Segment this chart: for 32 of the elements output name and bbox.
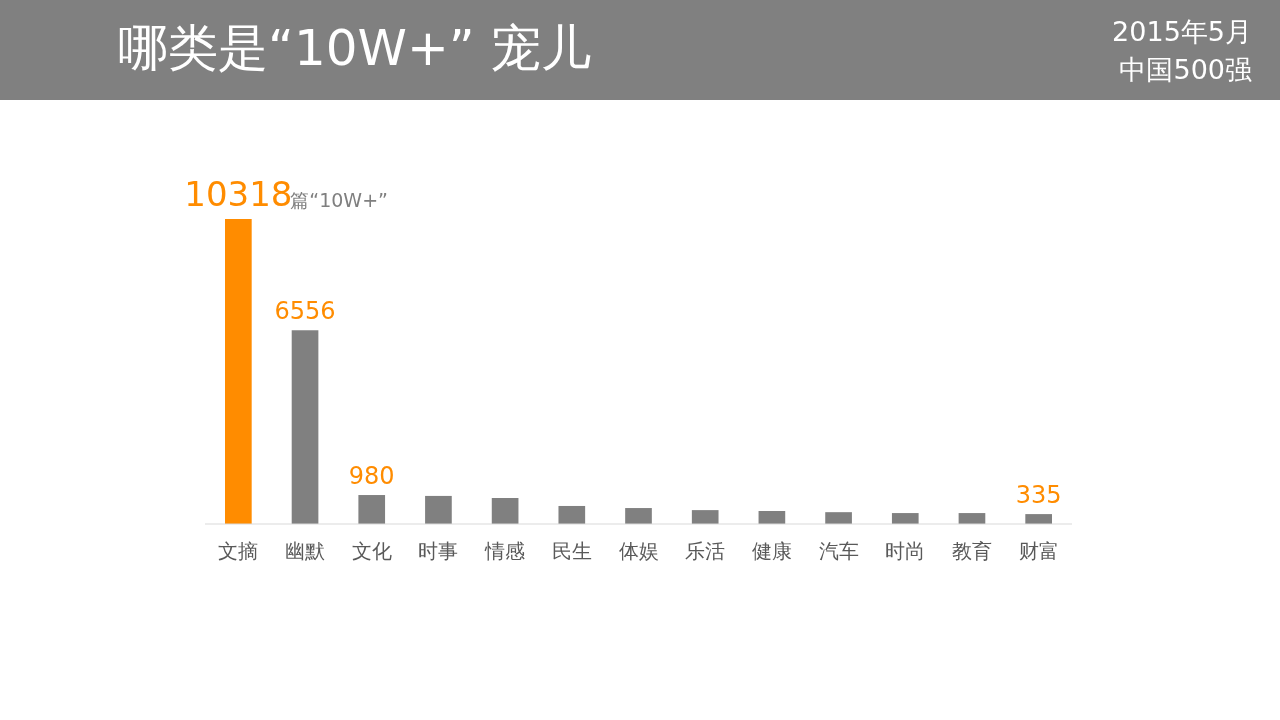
bar: [758, 510, 786, 524]
x-tick-label: 体娱: [618, 539, 659, 563]
data-label: 980: [348, 462, 395, 491]
bar: [291, 330, 319, 524]
x-tick-label: 文摘: [218, 539, 259, 563]
x-tick-label: 财富: [1018, 539, 1059, 563]
text: 2015年5月: [1112, 16, 1252, 47]
bar: [358, 495, 386, 524]
bar: [491, 497, 519, 524]
x-tick-label: 乐活: [685, 539, 726, 563]
text: 中国500强: [1119, 54, 1252, 85]
x-tick-label: 幽默: [285, 539, 326, 563]
chart-title: 哪类是“10W+” 宠儿: [118, 19, 591, 77]
bar: [625, 508, 652, 524]
bar: [225, 219, 252, 524]
bar: [825, 512, 852, 524]
x-tick-label: 教育: [951, 539, 992, 563]
annotation: 篇“10W+”: [290, 189, 388, 211]
bar: [1025, 514, 1052, 524]
x-tick-label: 文化: [351, 539, 392, 563]
bar: [558, 505, 586, 524]
x-tick-label: 时事: [418, 539, 459, 563]
bar: [891, 513, 919, 524]
bar: [425, 495, 452, 524]
data-label: 6556: [274, 297, 336, 326]
x-tick-label: 时尚: [885, 539, 926, 563]
x-tick-label: 民生: [551, 539, 592, 563]
x-tick-label: 汽车: [818, 539, 859, 563]
bar: [691, 510, 719, 524]
x-tick-label: 情感: [484, 539, 526, 563]
x-tick-label: 健康: [751, 539, 792, 563]
data-label: 335: [1015, 481, 1062, 510]
